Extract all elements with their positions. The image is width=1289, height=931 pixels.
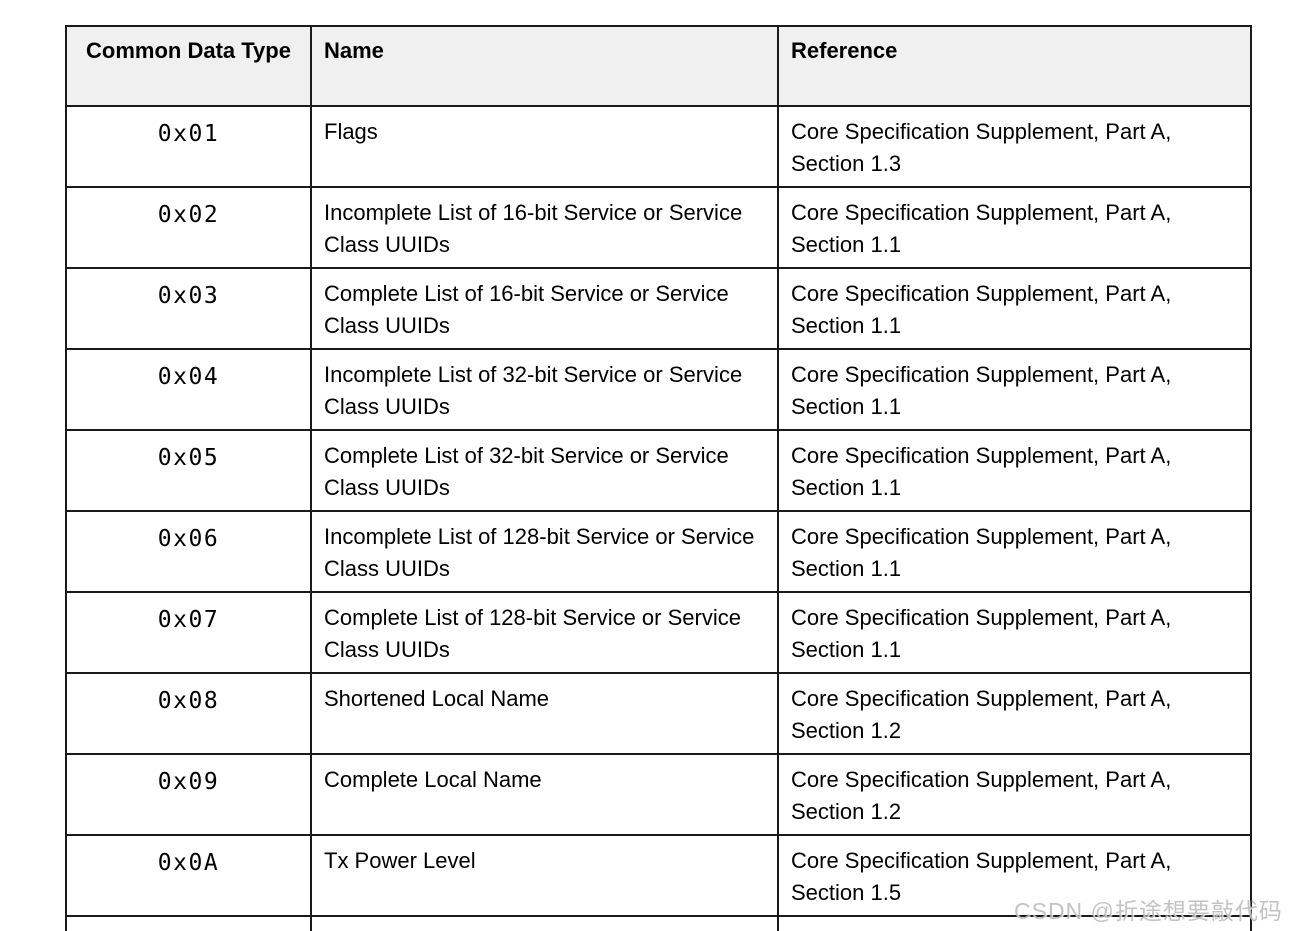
cell-reference: Core Specification Supplement, Part A, S… xyxy=(777,834,1252,917)
table-row: 0x02 Incomplete List of 16-bit Service or… xyxy=(65,186,1252,269)
cell-type: 0x0A xyxy=(65,834,312,917)
table-body: 0x01 Flags Core Specification Supplement, … xyxy=(65,105,1252,931)
cell-type: 0x06 xyxy=(65,510,312,593)
cell-name: Complete List of 16-bit Service or Servi… xyxy=(310,267,779,350)
cell-reference: Core Specification Supplement, Part A, S… xyxy=(777,591,1252,674)
cell-type: 0x03 xyxy=(65,267,312,350)
cell-name: Complete Local Name xyxy=(310,753,779,836)
table-row: 0x08 Shortened Local Name Core Specificati… xyxy=(65,672,1252,755)
cell-name: Flags xyxy=(310,105,779,188)
cell-name: Tx Power Level xyxy=(310,834,779,917)
cell-reference: Core Specification Supplement, Part A, S… xyxy=(777,429,1252,512)
empty-cell xyxy=(777,915,1252,931)
cell-name: Shortened Local Name xyxy=(310,672,779,755)
table-row: 0x01 Flags Core Specification Supplement, … xyxy=(65,105,1252,188)
column-header-type: Common Data Type xyxy=(65,25,312,107)
table-row: 0x06 Incomplete List of 128-bit Service o… xyxy=(65,510,1252,593)
table-row: 0x07 Complete List of 128-bit Service or … xyxy=(65,591,1252,674)
cell-name: Incomplete List of 32-bit Service or Ser… xyxy=(310,348,779,431)
table-row: 0x09 Complete Local Name Core Specificatio… xyxy=(65,753,1252,836)
common-data-types-table: Common Data Type Name Reference 0x01 Flags C… xyxy=(65,25,1252,931)
cell-type: 0x02 xyxy=(65,186,312,269)
table-row-partial xyxy=(65,915,1252,931)
cell-type: 0x04 xyxy=(65,348,312,431)
column-header-name: Name xyxy=(310,25,779,107)
csdn-watermark: CSDN @折途想要敲代码 xyxy=(1014,898,1283,924)
cell-reference: Core Specification Supplement, Part A, S… xyxy=(777,753,1252,836)
cell-type: 0x08 xyxy=(65,672,312,755)
cell-name: Incomplete List of 128-bit Service or Se… xyxy=(310,510,779,593)
table-row: 0x0A Tx Power Level Core Specification Sup… xyxy=(65,834,1252,917)
table-row: 0x05 Complete List of 32-bit Service or S… xyxy=(65,429,1252,512)
cell-reference: Core Specification Supplement, Part A, S… xyxy=(777,267,1252,350)
cell-type: 0x05 xyxy=(65,429,312,512)
column-header-reference: Reference xyxy=(777,25,1252,107)
cell-name: Incomplete List of 16-bit Service or Ser… xyxy=(310,186,779,269)
cell-type: 0x09 xyxy=(65,753,312,836)
cell-name: Complete List of 32-bit Service or Servi… xyxy=(310,429,779,512)
cell-name: Complete List of 128-bit Service or Serv… xyxy=(310,591,779,674)
table-row: 0x03 Complete List of 16-bit Service or S… xyxy=(65,267,1252,350)
cell-reference: Core Specification Supplement, Part A, S… xyxy=(777,186,1252,269)
empty-cell xyxy=(65,915,312,931)
cell-type: 0x07 xyxy=(65,591,312,674)
cell-reference: Core Specification Supplement, Part A, S… xyxy=(777,105,1252,188)
cell-reference: Core Specification Supplement, Part A, S… xyxy=(777,672,1252,755)
empty-cell xyxy=(310,915,779,931)
cell-reference: Core Specification Supplement, Part A, S… xyxy=(777,510,1252,593)
table-header-row: Common Data Type Name Reference xyxy=(65,25,1252,107)
table-row: 0x04 Incomplete List of 32-bit Service or… xyxy=(65,348,1252,431)
cell-type: 0x01 xyxy=(65,105,312,188)
cell-reference: Core Specification Supplement, Part A, S… xyxy=(777,348,1252,431)
table-header: Common Data Type Name Reference xyxy=(65,25,1252,107)
